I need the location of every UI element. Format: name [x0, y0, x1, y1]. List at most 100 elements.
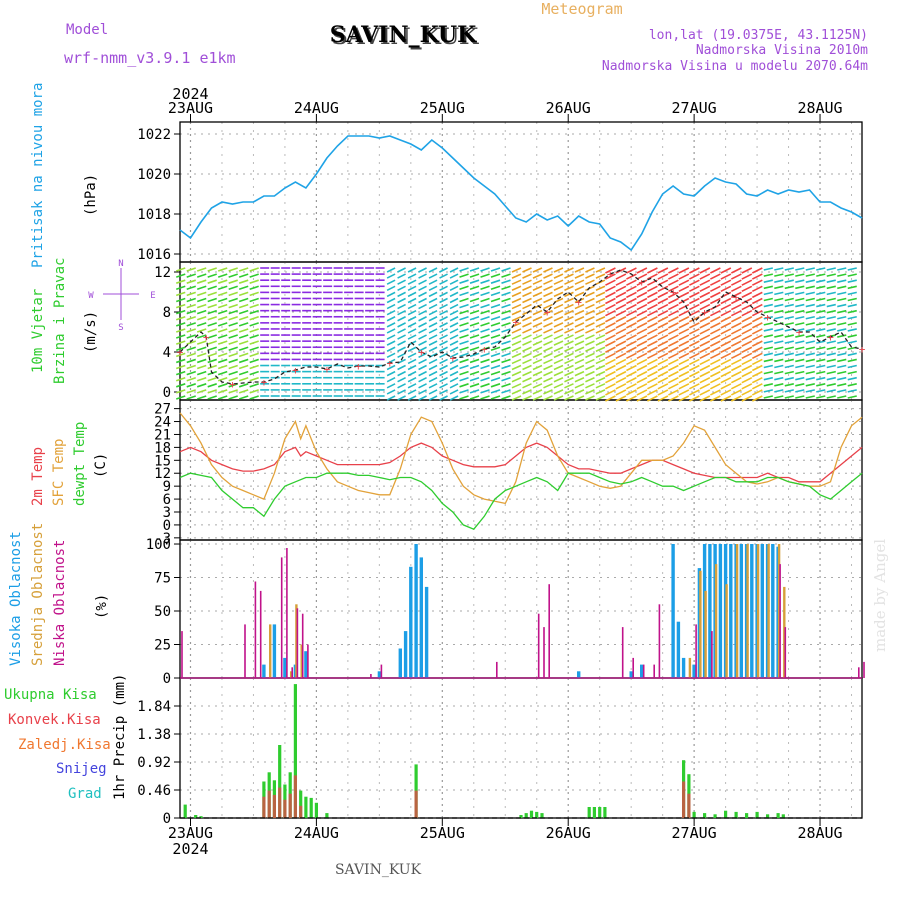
wind-barb	[238, 267, 249, 272]
wind-barb	[522, 267, 532, 273]
wind-barb	[605, 395, 616, 402]
cloud-high-bar	[681, 657, 686, 678]
wind-barb	[699, 389, 711, 396]
wind-barb	[553, 291, 564, 298]
wind-barb	[480, 370, 490, 376]
wind-barb	[459, 340, 469, 345]
wind-barb	[837, 309, 847, 314]
wind-barb	[826, 346, 836, 351]
wind-barb	[428, 309, 438, 316]
wind-barb	[490, 273, 501, 278]
wind-barb	[709, 309, 721, 317]
chart-title: SAVIN_KUK	[330, 22, 477, 48]
wind-barb	[228, 279, 238, 284]
wind-barb	[459, 316, 469, 321]
wind-barb	[449, 309, 459, 316]
cloud-low-bar	[301, 613, 304, 678]
wind-barb	[689, 279, 700, 286]
wind-barb	[553, 328, 564, 334]
wind-barb	[668, 389, 679, 396]
wind-barb	[490, 285, 501, 291]
wind-barb	[553, 395, 564, 401]
wind-barb	[511, 328, 522, 334]
wind-barb	[175, 316, 186, 321]
wind-barb	[480, 328, 490, 333]
wind-barb	[595, 285, 606, 292]
y-tick-label: 50	[154, 604, 171, 620]
wind-barb	[469, 322, 480, 327]
wind-barb	[439, 346, 448, 352]
wind-barb	[636, 303, 648, 311]
wind-barb	[428, 297, 438, 304]
cloud-high-bar	[272, 624, 277, 678]
wind-barb	[615, 364, 627, 372]
wind-barb	[585, 291, 595, 298]
wind-barb	[386, 328, 396, 334]
wind-barb	[249, 395, 259, 400]
wind-barb	[553, 309, 564, 316]
wind-barb	[730, 376, 742, 384]
wind-barb	[709, 291, 721, 299]
wind-barb	[564, 389, 574, 395]
wind-barb	[720, 395, 732, 402]
wind-barb	[407, 352, 417, 359]
wind-barb	[668, 322, 679, 329]
wind-barb	[784, 315, 794, 320]
wind-barb	[564, 346, 574, 352]
dewpoint-label: dewpt Temp	[72, 422, 88, 506]
wind-barb	[543, 340, 553, 346]
wind-barb	[217, 267, 228, 272]
wind-barb	[532, 285, 543, 292]
wind-barb	[543, 376, 553, 383]
wind-barb	[805, 279, 815, 283]
wind-barb	[720, 389, 732, 396]
wind-barb	[668, 395, 679, 402]
wind-barb	[217, 303, 228, 309]
wind-barb	[228, 322, 238, 327]
wind-barb	[249, 297, 259, 303]
wind-barb	[751, 346, 763, 353]
wind-barb	[439, 383, 448, 389]
wind-barb	[449, 370, 459, 377]
wind-barb	[826, 358, 836, 363]
wind-barb	[784, 376, 794, 381]
wind-barb	[657, 358, 669, 366]
wind-barb	[439, 285, 448, 292]
wind-barb	[207, 328, 217, 333]
wind-barb	[439, 273, 448, 279]
wind-barb	[407, 328, 417, 334]
wind-barb	[543, 389, 553, 395]
wind-barb	[407, 370, 417, 377]
wind-gust-marker: +	[733, 291, 740, 304]
wind-barb	[763, 376, 773, 381]
wind-barb	[816, 346, 826, 351]
wind-barb	[196, 370, 207, 376]
wind-barb	[490, 334, 501, 339]
wind-barb	[784, 267, 794, 271]
wind-barb	[720, 316, 732, 323]
precip-total-bar	[293, 684, 297, 818]
wind-barb	[386, 285, 396, 292]
wind-barb	[709, 334, 721, 341]
year-label-top: 2024	[172, 85, 208, 103]
wind-barb	[522, 279, 532, 285]
y-tick-label: 100	[146, 537, 171, 553]
wind-barb	[553, 352, 564, 359]
wind-barb	[175, 309, 186, 315]
wind-barb	[678, 334, 690, 341]
wind-barb	[175, 395, 186, 400]
wind-barb	[386, 267, 396, 273]
wind-barb	[837, 285, 847, 290]
wind-barb	[543, 383, 553, 389]
wind-barb	[585, 328, 595, 334]
wind-barb	[543, 273, 553, 279]
model-name: wrf-nmm_v3.9.1 e1km	[64, 49, 236, 67]
wind-barb	[511, 352, 522, 359]
wind-barb	[186, 389, 196, 394]
wind-barb	[805, 395, 815, 399]
wind-barb	[741, 316, 753, 323]
wind-barb	[605, 273, 616, 280]
cloud-high-bar	[676, 621, 681, 678]
wind-barb	[720, 273, 732, 280]
wind-barb	[469, 334, 480, 339]
